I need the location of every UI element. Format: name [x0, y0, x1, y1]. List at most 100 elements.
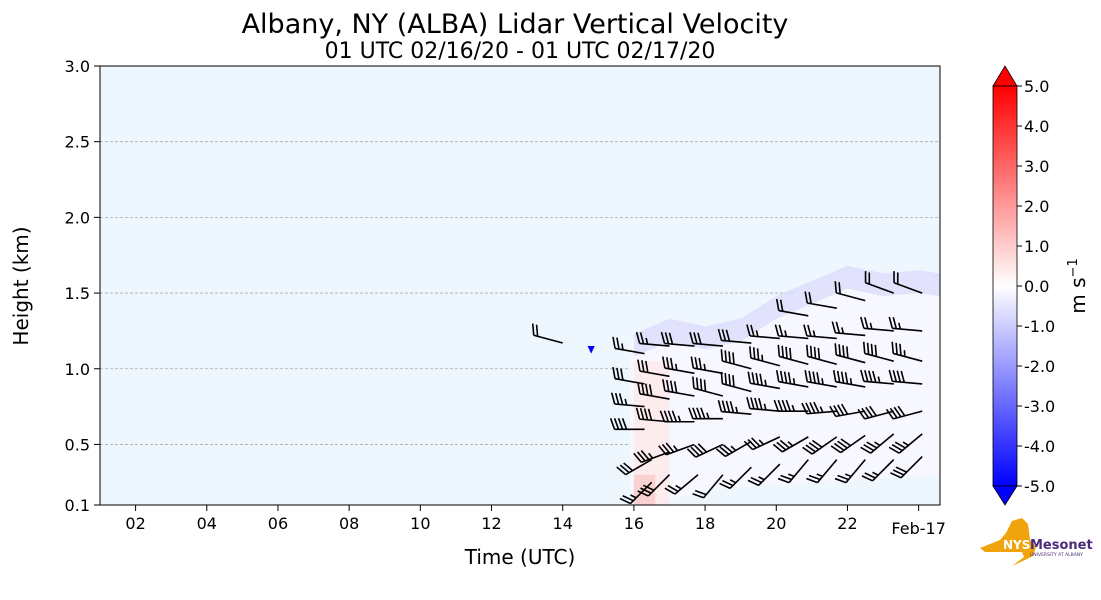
barb-flag	[777, 399, 784, 412]
wind-barb	[664, 474, 699, 495]
barb-flag	[660, 331, 666, 344]
wind-barb	[834, 343, 866, 364]
wind-barb	[893, 271, 923, 294]
barb-flag	[835, 321, 841, 334]
wind-barb	[659, 410, 695, 423]
barb-flag	[813, 346, 817, 359]
wind-barb	[890, 455, 923, 479]
barb-shaft	[892, 380, 923, 385]
barb-flag	[747, 439, 757, 449]
barb-flag	[750, 476, 762, 484]
wind-barb	[715, 440, 752, 458]
x-axis-label: Time (UTC)	[464, 545, 576, 569]
barb-flag	[728, 374, 731, 386]
logo-university: UNIVERSITY AT ALBANY	[1030, 552, 1083, 558]
wind-barb	[635, 331, 670, 347]
wind-barb	[802, 436, 838, 455]
colorbar-tick-label: -1.0	[1024, 317, 1055, 336]
barb-flag	[840, 371, 845, 384]
barb-flag	[811, 439, 823, 448]
wind-barb	[688, 407, 723, 420]
barb-flag	[751, 372, 756, 385]
barb-flag	[808, 474, 821, 481]
barb-half-flag	[758, 476, 765, 481]
wind-barb	[885, 405, 923, 420]
barb-flag	[837, 404, 845, 416]
barb-flag	[721, 400, 727, 413]
barb-flag	[721, 329, 727, 341]
barb-flag	[900, 370, 906, 383]
barb-half-flag	[675, 484, 682, 490]
barb-flag	[892, 317, 898, 329]
wind-barb	[772, 436, 809, 453]
barb-flag	[778, 324, 784, 337]
barb-half-flag	[621, 343, 624, 350]
barb-flag	[732, 375, 735, 387]
barb-flag	[862, 341, 866, 354]
wind-barb	[692, 376, 724, 397]
colorbar-unit-exponent: −1	[1066, 258, 1081, 277]
wind-barb	[804, 370, 837, 388]
colorbar-tick-label: 3.0	[1024, 157, 1049, 176]
x-tick-label: 10	[410, 514, 430, 533]
barb-shaft	[835, 380, 866, 388]
wind-barb	[834, 459, 866, 484]
colorbar-label: m s−1	[1066, 258, 1090, 313]
barb-half-flag	[755, 330, 759, 337]
barb-flag	[636, 451, 646, 462]
barb-flag	[692, 376, 695, 389]
barb-flag	[807, 324, 812, 337]
y-axis: 0.1 0.5 1.0 1.5 2.0 2.5 3.0	[65, 57, 100, 515]
barb-flag	[777, 477, 790, 484]
barb-shaft	[778, 335, 809, 340]
wind-barb	[773, 399, 809, 412]
wind-barb	[805, 344, 837, 365]
barb-flag	[891, 341, 895, 354]
barb-flag	[895, 466, 907, 473]
barb-flag	[609, 418, 616, 430]
wind-barb	[609, 418, 645, 431]
wind-barb	[888, 433, 923, 454]
barb-flag	[668, 332, 674, 345]
wind-barb	[747, 371, 780, 390]
x-axis: 02 04 06 08 10 12 14 16 18 20 22 Feb-17	[125, 505, 946, 538]
barb-shaft	[779, 355, 809, 365]
nys-mesonet-logo: NYS Mesonet UNIVERSITY AT ALBANY	[980, 518, 1093, 566]
barb-half-flag	[849, 378, 853, 385]
wind-barb	[717, 328, 752, 344]
barb-shaft	[807, 380, 837, 388]
barb-flag	[694, 489, 707, 496]
barb-flag	[899, 343, 902, 356]
barb-flag	[622, 495, 634, 502]
wind-barb	[690, 356, 724, 375]
barb-flag	[860, 316, 865, 329]
barb-flag	[844, 372, 849, 384]
barb-flag	[613, 418, 620, 430]
barb-flag	[689, 331, 694, 344]
barb-flag	[725, 329, 731, 342]
barb-shaft	[836, 292, 866, 302]
barb-flag	[725, 400, 731, 413]
wind-barb	[775, 370, 809, 388]
x-tick-label: 20	[766, 514, 786, 533]
barb-flag	[785, 346, 788, 359]
wind-barb	[743, 436, 781, 451]
barb-flag	[623, 462, 634, 472]
barb-flag	[752, 347, 756, 360]
barb-flag	[639, 407, 645, 420]
barb-half-flag	[624, 398, 628, 406]
barb-flag	[720, 371, 724, 384]
barb-shaft	[614, 377, 645, 385]
barb-flag	[888, 446, 900, 454]
barb-flag	[750, 324, 755, 337]
barb-flag	[781, 345, 784, 358]
barb-shaft	[870, 433, 895, 454]
barb-flag	[805, 444, 816, 453]
barb-flag	[688, 407, 694, 419]
logo-nys: NYS	[1003, 538, 1030, 552]
barb-flag	[750, 397, 755, 410]
wind-barb	[834, 281, 866, 302]
barb-flag	[612, 367, 616, 379]
wind-barb	[801, 401, 837, 415]
